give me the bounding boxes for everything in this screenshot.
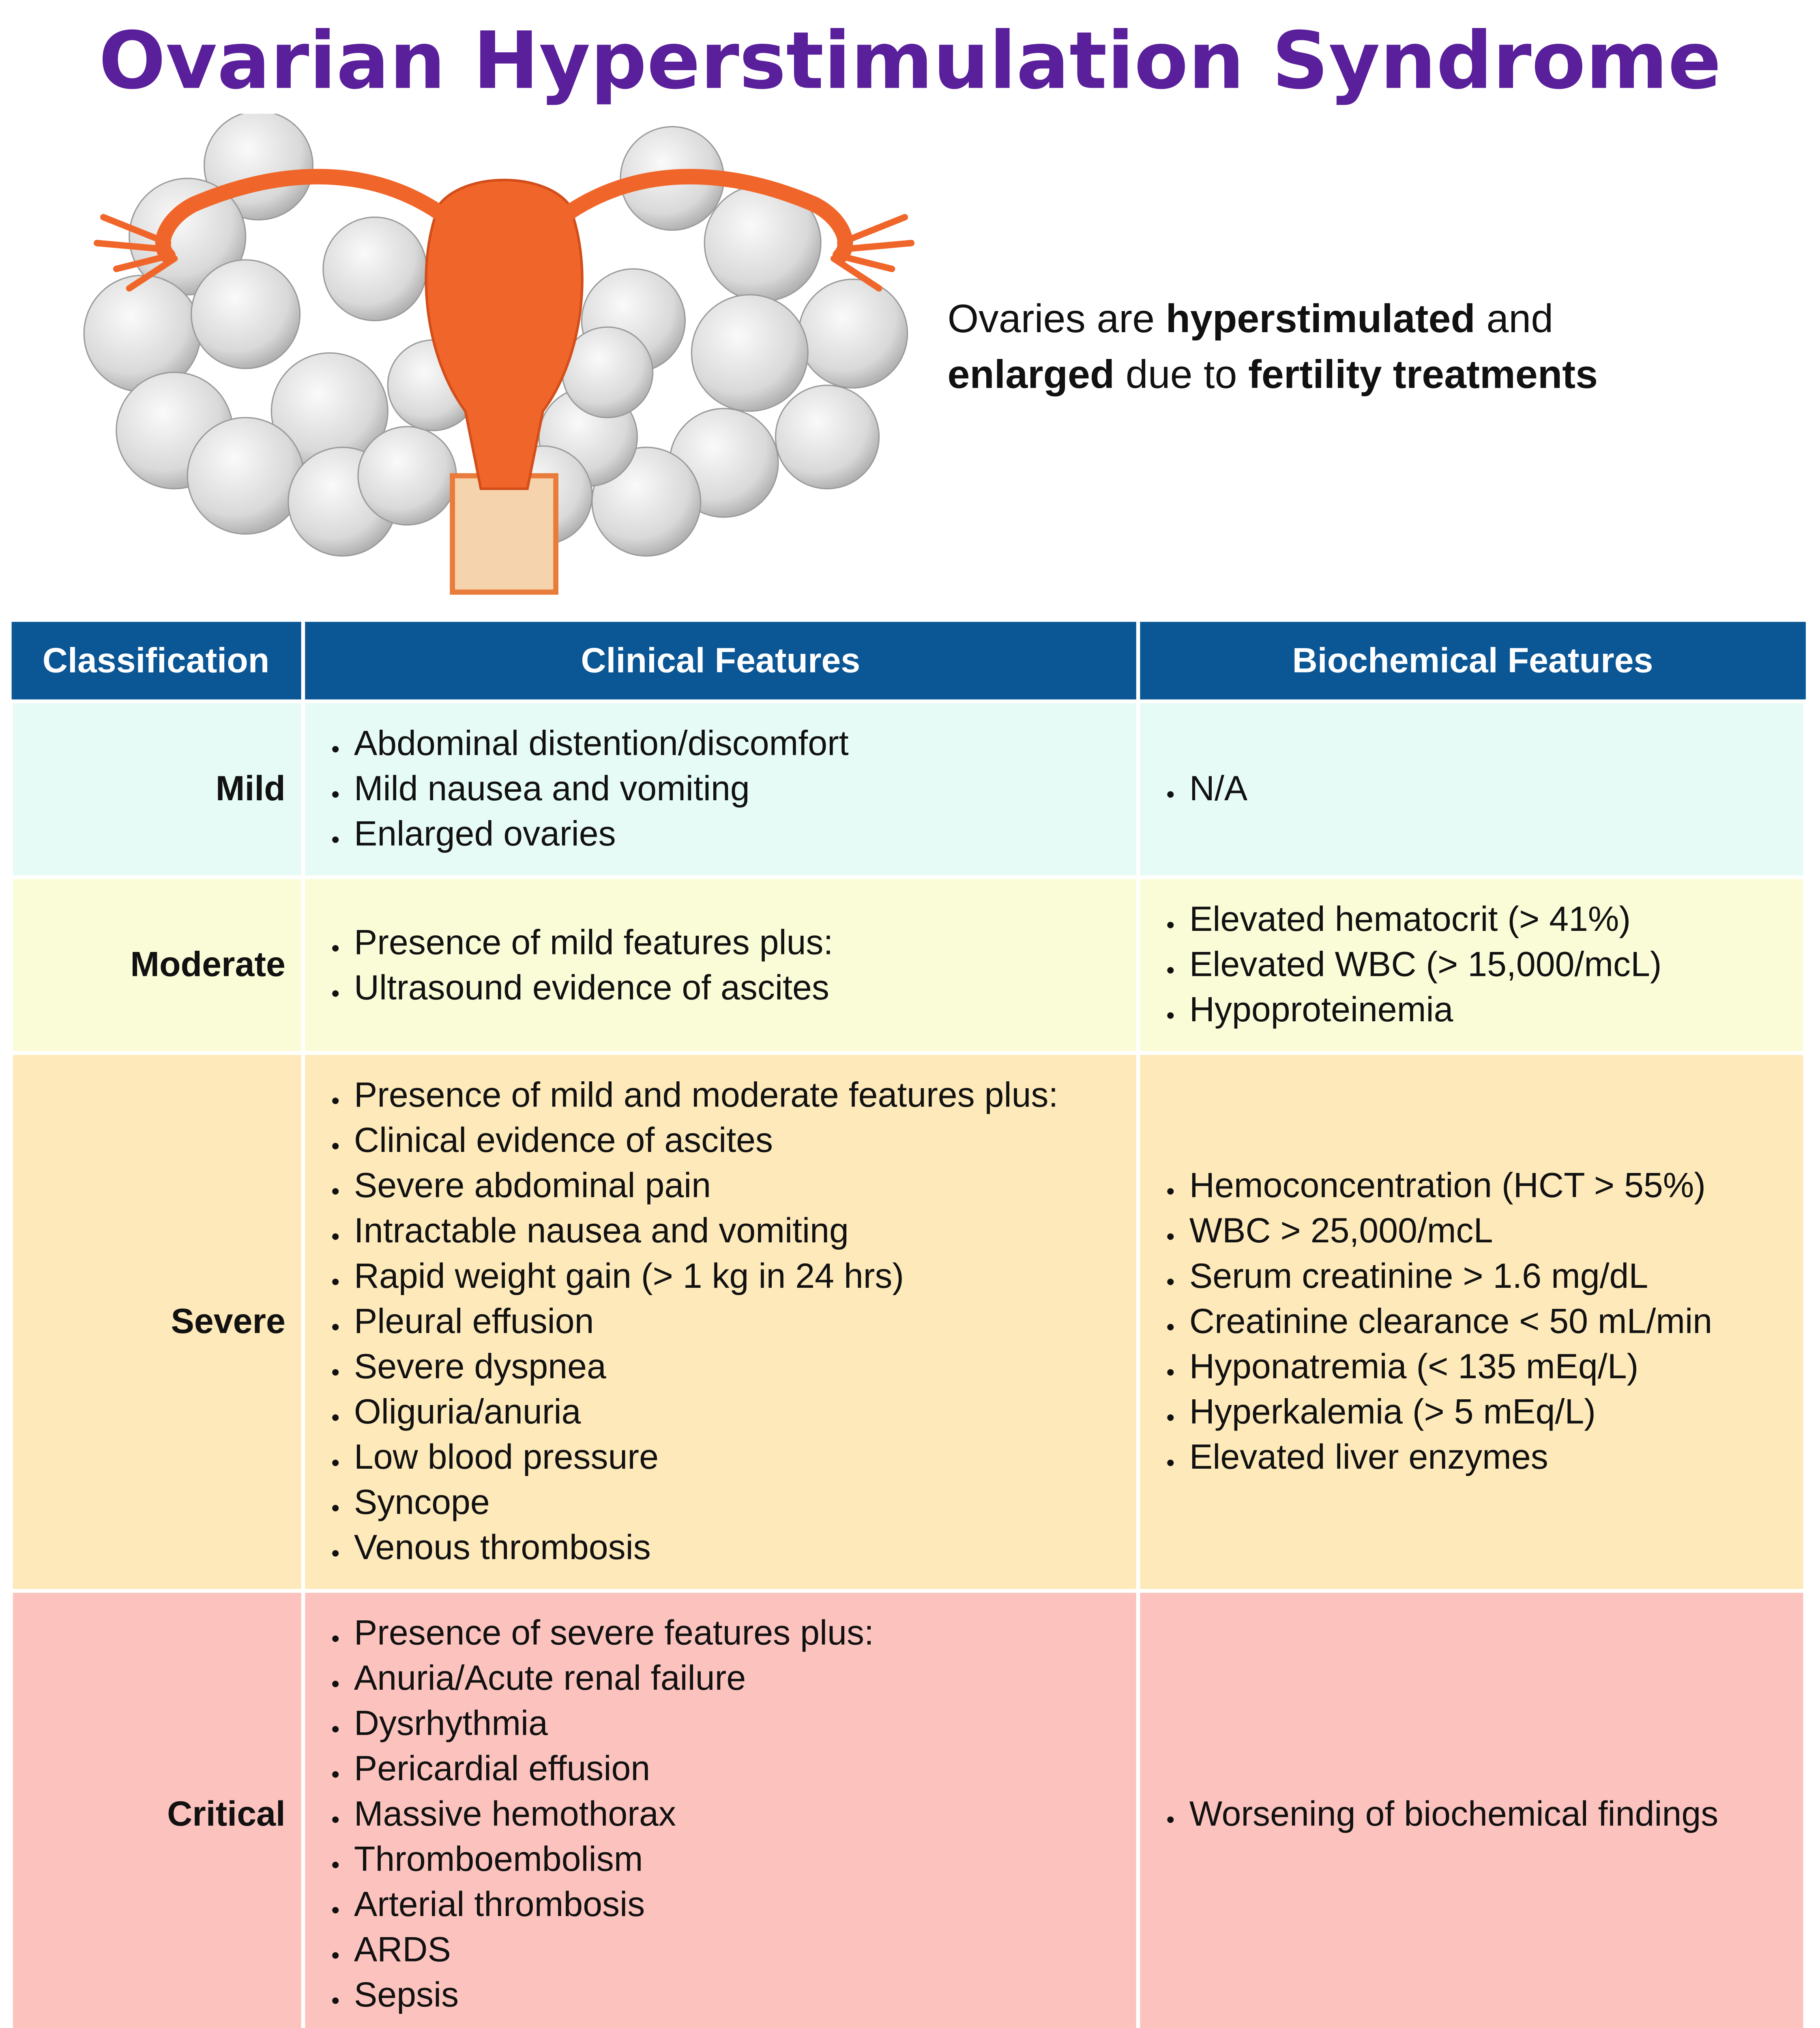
clinical-item: Intractable nausea and vomiting [354,1209,1126,1254]
clinical-item: Oliguria/anuria [354,1390,1126,1435]
description-text: and [1475,296,1554,342]
biochemical-item: Hyperkalemia (> 5 mEq/L) [1189,1390,1793,1435]
biochemical-item: Elevated WBC (> 15,000/mcL) [1189,943,1793,988]
clinical-item: Mild nausea and vomiting [354,767,1126,812]
clinical-list: Abdominal distention/discomfortMild naus… [315,722,1126,857]
clinical-item: Clinical evidence of ascites [354,1118,1126,1164]
title: Ovarian Hyperstimulation Syndrome [99,15,1721,107]
table-row: Severe Presence of mild and moderate feat… [9,1051,1807,1593]
biochemical-list: Worsening of biochemical findings [1150,1792,1793,1837]
clinical-item: Anuria/Acute renal failure [354,1656,1126,1701]
biochemical-item: Elevated hematocrit (> 41%) [1189,897,1793,943]
clinical-item: Low blood pressure [354,1435,1126,1480]
clinical-item: Pleural effusion [354,1299,1126,1345]
description-text: enlarged [947,352,1115,397]
clinical-item: Ultrasound evidence of ascites [354,965,1126,1010]
classification: Moderate [9,875,305,1055]
classification: Severe [9,1051,305,1593]
clinical-item: Dysrhythmia [354,1701,1126,1747]
clinical-item: Severe abdominal pain [354,1164,1126,1209]
description-line: Ovaries are hyperstimulated and [947,291,1598,346]
clinical-item: Abdominal distention/discomfort [354,722,1126,767]
classification: Critical [9,1589,305,2028]
clinical-list: Presence of mild features plus:Ultrasoun… [315,920,1126,1010]
clinical-cell: Presence of mild and moderate features p… [301,1051,1140,1593]
clinical-item: Syncope [354,1480,1126,1526]
clinical-list: Presence of mild and moderate features p… [315,1073,1126,1571]
clinical-item: Presence of severe features plus: [354,1611,1126,1656]
biochemical-cell: N/A [1136,699,1807,879]
clinical-item: Presence of mild features plus: [354,920,1126,965]
clinical-item: Venous thrombosis [354,1525,1126,1571]
biochemical-item: Creatinine clearance < 50 mL/min [1189,1299,1793,1345]
biochemical-cell: Worsening of biochemical findings [1136,1589,1807,2028]
biochemical-item: Serum creatinine > 1.6 mg/dL [1189,1254,1793,1300]
clinical-item: Presence of mild and moderate features p… [354,1073,1126,1119]
biochemical-item: Worsening of biochemical findings [1189,1792,1793,1837]
clinical-item: Rapid weight gain (> 1 kg in 24 hrs) [354,1254,1126,1300]
classification: Mild [9,699,305,879]
description-line: enlarged due to fertility treatments [947,346,1598,402]
clinical-cell: Presence of severe features plus:Anuria/… [301,1589,1140,2028]
column-header: Biochemical Features [1136,622,1805,702]
classification-table: Classification Clinical Features Biochemic… [9,622,1807,2028]
table-row: ModeratePresence of mild features plus:U… [9,875,1807,1055]
biochemical-list: Hemoconcentration (HCT > 55%)WBC > 25,00… [1150,1164,1793,1480]
column-header: Classification [11,622,303,702]
biochemical-item: Hyponatremia (< 135 mEq/L) [1189,1345,1793,1390]
clinical-item: Pericardial effusion [354,1747,1126,1792]
clinical-item: Arterial thrombosis [354,1882,1126,1928]
clinical-item: Severe dyspnea [354,1345,1126,1390]
table-row: CriticalPresence of severe features plus… [9,1589,1807,2028]
clinical-list: Presence of severe features plus:Anuria/… [315,1611,1126,2018]
biochemical-item: Hypoproteinemia [1189,988,1793,1033]
table-row: MildAbdominal distention/discomfortMild … [9,699,1807,879]
clinical-item: Thromboembolism [354,1837,1126,1882]
illustration [83,114,915,595]
clinical-item: Sepsis [354,1973,1126,2018]
description-text: fertility treatments [1248,352,1598,397]
biochemical-list: Elevated hematocrit (> 41%)Elevated WBC … [1150,897,1793,1033]
biochemical-cell: Elevated hematocrit (> 41%)Elevated WBC … [1136,875,1807,1055]
clinical-cell: Abdominal distention/discomfortMild naus… [301,699,1140,879]
biochemical-item: N/A [1189,767,1793,812]
biochemical-item: Hemoconcentration (HCT > 55%) [1189,1164,1793,1209]
clinical-item: ARDS [354,1928,1126,1973]
clinical-item: Massive hemothorax [354,1792,1126,1837]
biochemical-item: Elevated liver enzymes [1189,1435,1793,1480]
description: Ovaries are hyperstimulated and enlarged … [947,291,1598,402]
column-header: Clinical Features [301,622,1138,702]
clinical-item: Enlarged ovaries [354,812,1126,857]
description-text: hyperstimulated [1165,296,1475,342]
description-text: Ovaries are [947,296,1166,342]
biochemical-item: WBC > 25,000/mcL [1189,1209,1793,1254]
biochemical-cell: Hemoconcentration (HCT > 55%)WBC > 25,00… [1136,1051,1807,1593]
biochemical-list: N/A [1150,767,1793,812]
header-row: Classification Clinical Features Biochemic… [11,622,1805,702]
description-text: due to [1114,352,1248,397]
clinical-cell: Presence of mild features plus:Ultrasoun… [301,875,1140,1055]
